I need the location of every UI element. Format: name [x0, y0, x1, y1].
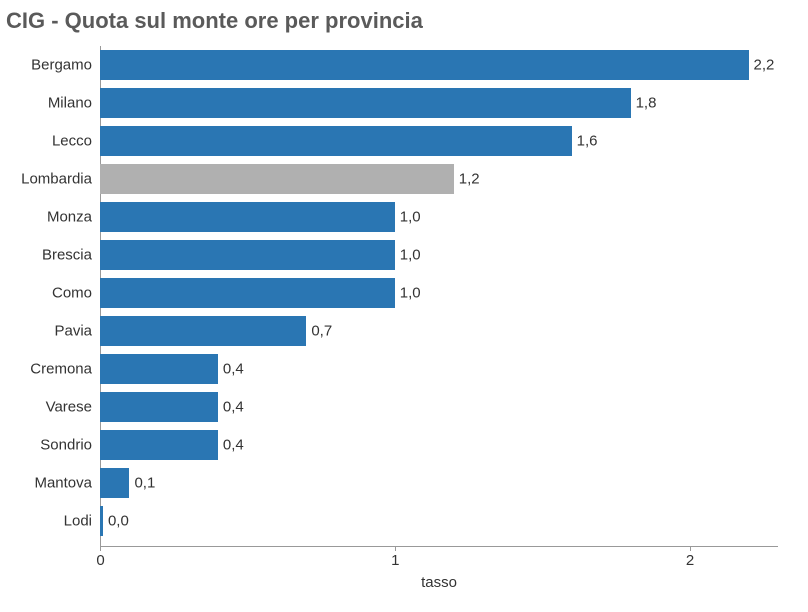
- bar-category-label: Lecco: [52, 133, 100, 150]
- bar: [100, 240, 395, 270]
- bar-row: Lodi0,0: [100, 506, 778, 536]
- bar-category-label: Sondrio: [40, 437, 100, 454]
- bar-category-label: Brescia: [42, 247, 100, 264]
- bar-category-label: Milano: [48, 95, 100, 112]
- bar-category-label: Bergamo: [31, 57, 100, 74]
- bar-value-label: 1,0: [395, 285, 421, 302]
- bar: [100, 126, 572, 156]
- x-axis-title: tasso: [421, 574, 457, 591]
- bar-row: Bergamo2,2: [100, 50, 778, 80]
- bar-row: Mantova0,1: [100, 468, 778, 498]
- bar-value-label: 1,2: [454, 171, 480, 188]
- x-tick-mark: [395, 546, 396, 551]
- bar-value-label: 1,0: [395, 209, 421, 226]
- x-tick-label: 0: [96, 552, 104, 569]
- bar-row: Como1,0: [100, 278, 778, 308]
- bar-row: Brescia1,0: [100, 240, 778, 270]
- bar-value-label: 0,4: [218, 437, 244, 454]
- bar-row: Lombardia1,2: [100, 164, 778, 194]
- bar-category-label: Cremona: [30, 361, 100, 378]
- bar: [100, 202, 395, 232]
- x-tick: 2: [690, 546, 691, 551]
- chart-plot: Bergamo2,2 Milano1,8 Lecco1,6 Lombardia1,2 M…: [100, 46, 778, 546]
- bar-value-label: 0,4: [218, 399, 244, 416]
- bar-row: Pavia0,7: [100, 316, 778, 346]
- bar-category-label: Mantova: [34, 475, 100, 492]
- bar: [100, 316, 306, 346]
- bar: [100, 392, 218, 422]
- bar-value-label: 0,7: [306, 323, 332, 340]
- bar-value-label: 1,6: [572, 133, 598, 150]
- bar-category-label: Monza: [47, 209, 100, 226]
- x-tick-mark: [100, 546, 101, 551]
- x-tick: 1: [395, 546, 396, 551]
- bar-category-label: Como: [52, 285, 100, 302]
- x-axis: tasso 0 1 2: [100, 546, 778, 606]
- bar-row: Milano1,8: [100, 88, 778, 118]
- bar-row: Sondrio0,4: [100, 430, 778, 460]
- bar-value-label: 1,8: [631, 95, 657, 112]
- bar: [100, 468, 129, 498]
- x-tick: 0: [100, 546, 101, 551]
- bar: [100, 164, 454, 194]
- x-tick-label: 2: [686, 552, 694, 569]
- bar: [100, 430, 218, 460]
- bar-value-label: 0,4: [218, 361, 244, 378]
- x-tick-mark: [690, 546, 691, 551]
- bar-row: Cremona0,4: [100, 354, 778, 384]
- bar: [100, 354, 218, 384]
- bar-value-label: 0,1: [129, 475, 155, 492]
- chart-area: Bergamo2,2 Milano1,8 Lecco1,6 Lombardia1,2 M…: [100, 46, 778, 566]
- bar: [100, 278, 395, 308]
- bar-value-label: 0,0: [103, 513, 129, 530]
- bar-category-label: Pavia: [54, 323, 100, 340]
- bar: [100, 88, 631, 118]
- bar-value-label: 2,2: [749, 57, 775, 74]
- bar-category-label: Lombardia: [21, 171, 100, 188]
- bar-value-label: 1,0: [395, 247, 421, 264]
- x-tick-label: 1: [391, 552, 399, 569]
- chart-title: CIG - Quota sul monte ore per provincia: [0, 0, 808, 46]
- bar-category-label: Varese: [46, 399, 100, 416]
- bar: [100, 50, 749, 80]
- bar-category-label: Lodi: [64, 513, 100, 530]
- bar-row: Lecco1,6: [100, 126, 778, 156]
- bar-row: Varese0,4: [100, 392, 778, 422]
- bar-row: Monza1,0: [100, 202, 778, 232]
